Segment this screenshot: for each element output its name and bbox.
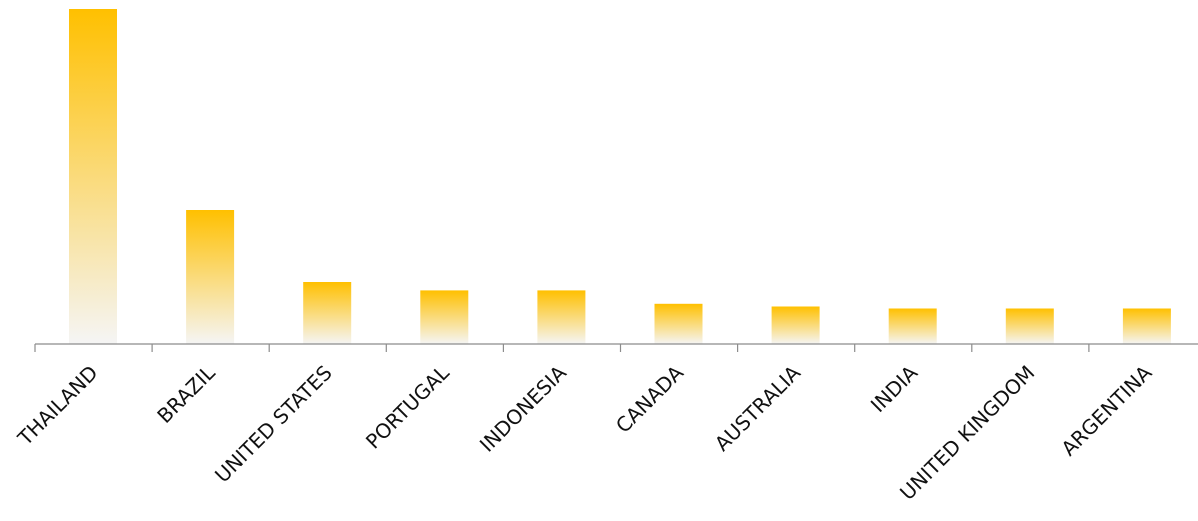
x-axis xyxy=(34,343,1198,352)
bar-united-kingdom xyxy=(1005,308,1054,344)
x-tick-label-australia: AUSTRALIA xyxy=(710,360,805,455)
bar-australia xyxy=(771,306,820,344)
x-tick-label-india: INDIA xyxy=(866,360,923,417)
bar-brazil xyxy=(186,210,235,344)
bar-united-states xyxy=(303,282,352,344)
bars-layer xyxy=(69,9,1171,344)
bar-portugal xyxy=(420,290,469,344)
x-tick-label-indonesia: INDONESIA xyxy=(475,360,571,456)
bar-canada xyxy=(654,303,703,344)
x-tick-label-thailand: THAILAND xyxy=(12,361,102,451)
x-tick-label-canada: CANADA xyxy=(611,360,688,437)
x-tick-label-united-states: UNITED STATES xyxy=(210,361,337,488)
x-tick-label-argentina: ARGENTINA xyxy=(1056,360,1156,460)
bar-indonesia xyxy=(537,290,586,344)
bar-argentina xyxy=(1122,308,1171,344)
x-tick-label-portugal: PORTUGAL xyxy=(361,360,455,454)
bar-india xyxy=(888,308,937,344)
bar-thailand xyxy=(69,9,117,344)
x-tick-label-brazil: BRAZIL xyxy=(152,360,220,428)
